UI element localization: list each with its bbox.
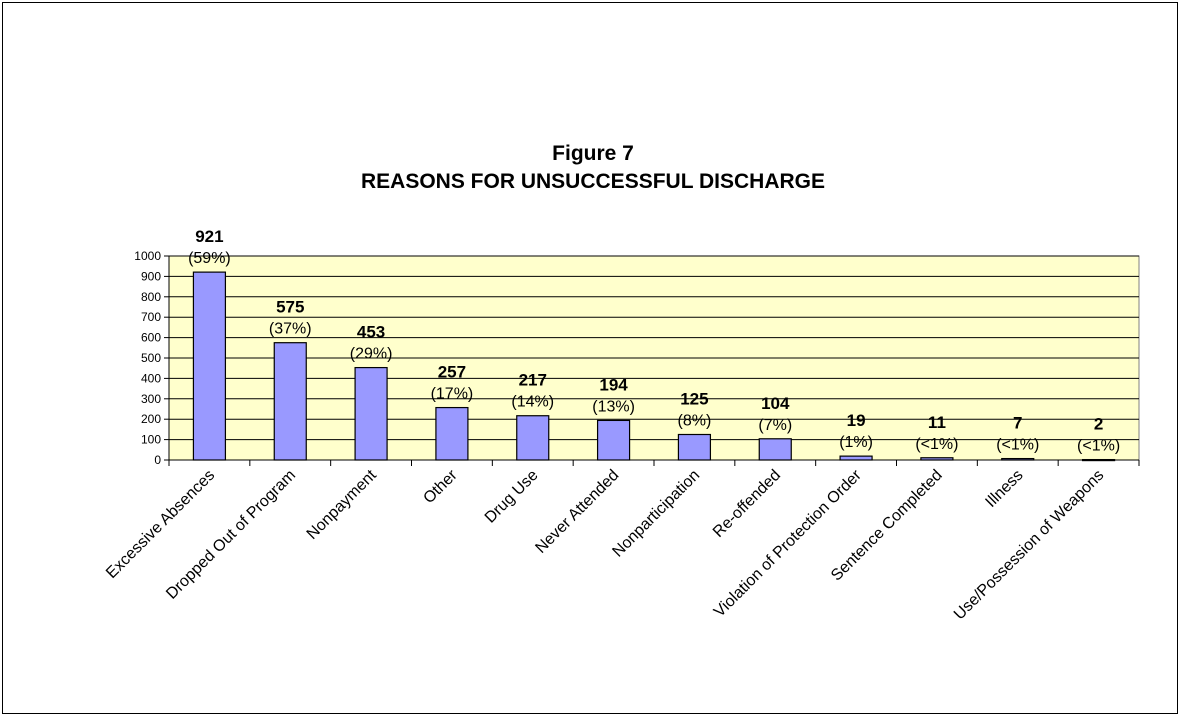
bar-value-label: 7 [1013, 414, 1022, 433]
bar-value-label: 921 [195, 227, 223, 246]
bar-percent-label: (1%) [839, 434, 873, 451]
bar-value-label: 217 [519, 371, 547, 390]
chart-title-line-2: REASONS FOR UNSUCCESSFUL DISCHARGE [361, 170, 825, 193]
y-tick-label: 900 [141, 269, 161, 283]
bar-value-label: 11 [928, 413, 946, 432]
x-category-label: Illness [982, 467, 1026, 511]
bar-percent-label: (29%) [350, 346, 393, 363]
bar-value-label: 19 [847, 411, 866, 430]
bar-9 [839, 455, 873, 461]
bar-value-label: 453 [357, 323, 385, 342]
y-tick-label: 100 [141, 433, 161, 447]
plot-area: 0 100 200 300 400 500 600 700 800 900 1000 921 (59%)… [103, 227, 1140, 623]
bar-10 [920, 457, 954, 461]
bar-5 [516, 415, 550, 461]
bar-value-label: 2 [1094, 415, 1103, 434]
bar-percent-label: (<1%) [996, 437, 1039, 454]
x-category-label: Nonpayment [304, 466, 381, 543]
bar-percent-label: (17%) [431, 386, 474, 403]
x-category-label: Never Attended [532, 467, 622, 557]
bar-2 [273, 342, 307, 461]
bar-value-label: 104 [761, 394, 790, 413]
x-category-label: Re-offended [710, 467, 784, 541]
chart-title-line-1: Figure 7 [552, 142, 634, 165]
x-category-label: Violation of Protection Order [711, 466, 865, 620]
y-tick-label: 800 [141, 290, 161, 304]
y-tick-label: 300 [141, 392, 161, 406]
x-category-label: Dropped Out of Program [163, 467, 299, 603]
x-category-label: Drug Use [482, 467, 542, 527]
bar-percent-label: (59%) [188, 250, 231, 267]
x-category-label: Other [420, 466, 461, 507]
x-category-label: Use/Possession of Weapons [951, 467, 1107, 623]
bar-1 [192, 271, 227, 461]
bar-6 [596, 419, 631, 461]
bar-percent-label: (<1%) [915, 436, 958, 453]
y-tick-label: 700 [141, 310, 161, 324]
y-tick-label: 400 [141, 371, 161, 385]
y-tick-label: 500 [141, 351, 161, 365]
x-category-label: Nonparticipation [609, 467, 703, 561]
bar-value-label: 575 [276, 298, 304, 317]
y-tick-label: 0 [154, 453, 161, 467]
bar-chart: Figure 7 REASONS FOR UNSUCCESSFUL DISCHA… [103, 142, 1140, 623]
bar-8 [758, 438, 792, 461]
bar-value-label: 125 [680, 390, 708, 409]
bar-value-label: 194 [599, 375, 628, 394]
bar-percent-label: (14%) [511, 394, 554, 411]
y-tick-label: 200 [141, 412, 161, 426]
bar-percent-label: (37%) [269, 321, 312, 338]
bar-11 [1001, 457, 1035, 461]
bar-4 [435, 406, 469, 461]
bar-3 [354, 366, 388, 461]
bar-percent-label: (<1%) [1077, 438, 1120, 455]
bar-value-label: 257 [438, 363, 466, 382]
bar-percent-label: (8%) [678, 413, 712, 430]
y-tick-label: 600 [141, 331, 161, 345]
bar-7 [677, 433, 712, 461]
bar-percent-label: (7%) [758, 417, 792, 434]
y-tick-label: 1000 [134, 249, 161, 263]
bar-percent-label: (13%) [592, 398, 635, 415]
bar-12 [1081, 458, 1116, 462]
